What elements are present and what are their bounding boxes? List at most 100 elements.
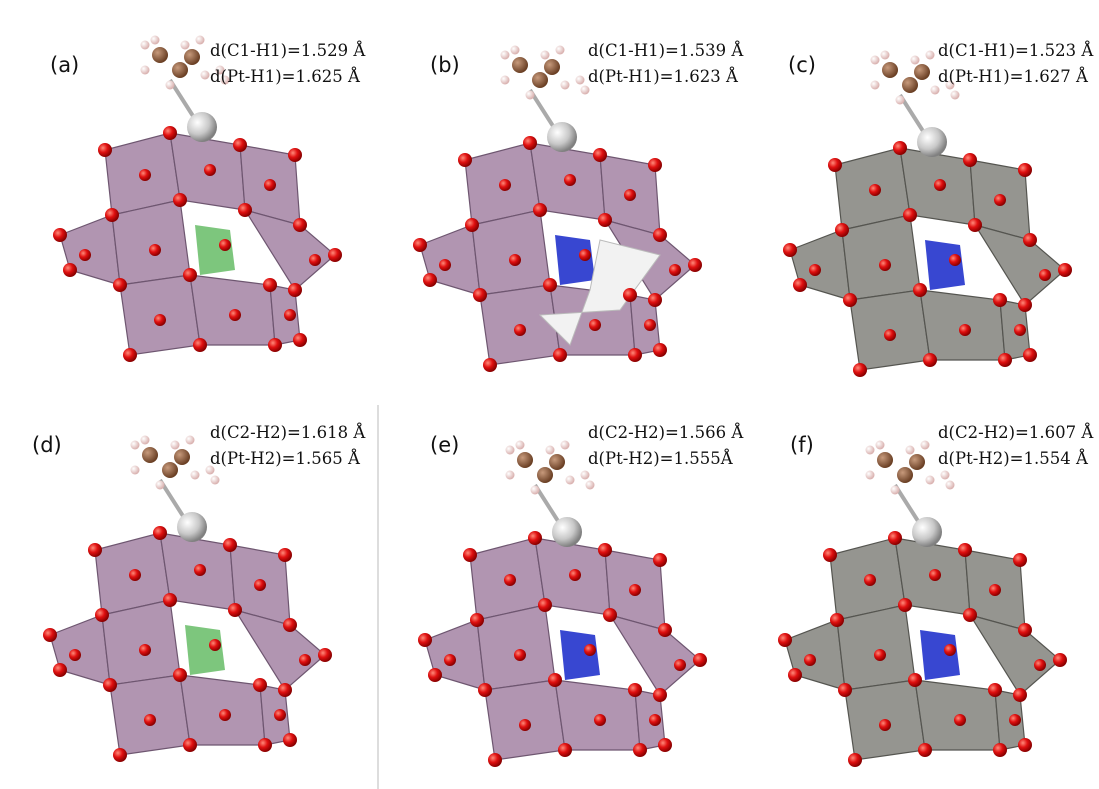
oxygen-atom [278, 683, 292, 697]
oxygen-atom [783, 243, 797, 257]
panel-label: (a) [50, 53, 79, 77]
oxygen-atom [633, 743, 647, 757]
hydrogen-atom [141, 436, 150, 445]
oxygen-atom [204, 164, 216, 176]
hydrogen-atom [181, 41, 190, 50]
oxygen-atom [528, 531, 542, 545]
oxygen-atom [879, 719, 891, 731]
oxygen-atom [103, 678, 117, 692]
hydrogen-atom [881, 51, 890, 60]
distance-label: d(C2-H2)=1.607 Å [938, 422, 1094, 442]
oxygen-atom [458, 153, 472, 167]
oxygen-atom [123, 348, 137, 362]
oxygen-atom [648, 158, 662, 172]
oxygen-atom [274, 709, 286, 721]
oxygen-atom [594, 714, 606, 726]
pt-atom [187, 112, 217, 142]
oxygen-atom [413, 238, 427, 252]
oxygen-atom [253, 678, 267, 692]
polyhedron [102, 600, 180, 685]
oxygen-atom [1023, 233, 1037, 247]
oxygen-atom [483, 358, 497, 372]
oxygen-atom [623, 288, 637, 302]
hydrogen-atom [151, 36, 160, 45]
carbon-atom [152, 47, 168, 63]
oxygen-atom [514, 324, 526, 336]
oxygen-atom [993, 293, 1007, 307]
oxygen-atom [1009, 714, 1021, 726]
oxygen-atom [173, 668, 187, 682]
oxygen-atom [139, 644, 151, 656]
polyhedron [610, 615, 700, 695]
polyhedron [975, 225, 1065, 305]
oxygen-atom [949, 254, 961, 266]
figure: (a)d(C1-H1)=1.529 Åd(Pt-H1)=1.625 Å(b)d(… [0, 0, 1099, 789]
oxygen-atom [288, 283, 302, 297]
oxygen-atom [1058, 263, 1072, 277]
carbon-atom [517, 452, 533, 468]
oxygen-atom [79, 249, 91, 261]
oxygen-atom [584, 644, 596, 656]
oxygen-atom [959, 324, 971, 336]
panel-label: (b) [430, 53, 460, 77]
oxygen-atom [470, 613, 484, 627]
oxygen-atom [879, 259, 891, 271]
oxygen-atom [589, 319, 601, 331]
oxygen-atom [830, 613, 844, 627]
oxygen-atom [183, 268, 197, 282]
oxygen-atom [669, 264, 681, 276]
oxygen-atom [923, 353, 937, 367]
oxygen-atom [423, 273, 437, 287]
hydrogen-atom [211, 476, 220, 485]
hydrogen-atom [911, 56, 920, 65]
oxygen-atom [53, 663, 67, 677]
accent-polyhedron [185, 625, 225, 675]
panel-label: (f) [790, 433, 814, 457]
distance-label: d(Pt-H2)=1.565 Å [210, 448, 361, 468]
carbon-atom [184, 49, 200, 65]
oxygen-atom [149, 244, 161, 256]
oxygen-atom [105, 208, 119, 222]
oxygen-atom [804, 654, 816, 666]
hydrogen-atom [556, 46, 565, 55]
oxygen-atom [658, 738, 672, 752]
oxygen-atom [1018, 298, 1032, 312]
oxygen-atom [219, 709, 231, 721]
oxygen-atom [428, 668, 442, 682]
oxygen-atom [958, 543, 972, 557]
carbon-atom [532, 72, 548, 88]
oxygen-atom [293, 333, 307, 347]
oxygen-atom [144, 714, 156, 726]
distance-label: d(C2-H2)=1.618 Å [210, 422, 366, 442]
panel-label: (c) [788, 53, 816, 77]
oxygen-atom [488, 753, 502, 767]
accent-polyhedron [555, 235, 595, 285]
carbon-atom [162, 462, 178, 478]
oxygen-atom [929, 569, 941, 581]
pt-atom [917, 127, 947, 157]
hydrogen-atom [586, 481, 595, 490]
accent-polyhedron [920, 630, 960, 680]
hydrogen-atom [196, 36, 205, 45]
hydrogen-atom [186, 436, 195, 445]
oxygen-atom [113, 278, 127, 292]
oxygen-atom [129, 569, 141, 581]
oxygen-atom [233, 138, 247, 152]
hydrogen-atom [866, 471, 875, 480]
oxygen-atom [884, 329, 896, 341]
hydrogen-atom [201, 71, 210, 80]
oxygen-atom [869, 184, 881, 196]
hydrogen-atom [141, 66, 150, 75]
hydrogen-atom [501, 76, 510, 85]
carbon-atom [882, 62, 898, 78]
oxygen-atom [908, 673, 922, 687]
oxygen-atom [913, 283, 927, 297]
oxygen-atom [284, 309, 296, 321]
oxygen-atom [1053, 653, 1067, 667]
oxygen-atom [194, 564, 206, 576]
hydrogen-atom [951, 91, 960, 100]
oxygen-atom [823, 548, 837, 562]
carbon-atom [877, 452, 893, 468]
oxygen-atom [113, 748, 127, 762]
oxygen-atom [598, 213, 612, 227]
